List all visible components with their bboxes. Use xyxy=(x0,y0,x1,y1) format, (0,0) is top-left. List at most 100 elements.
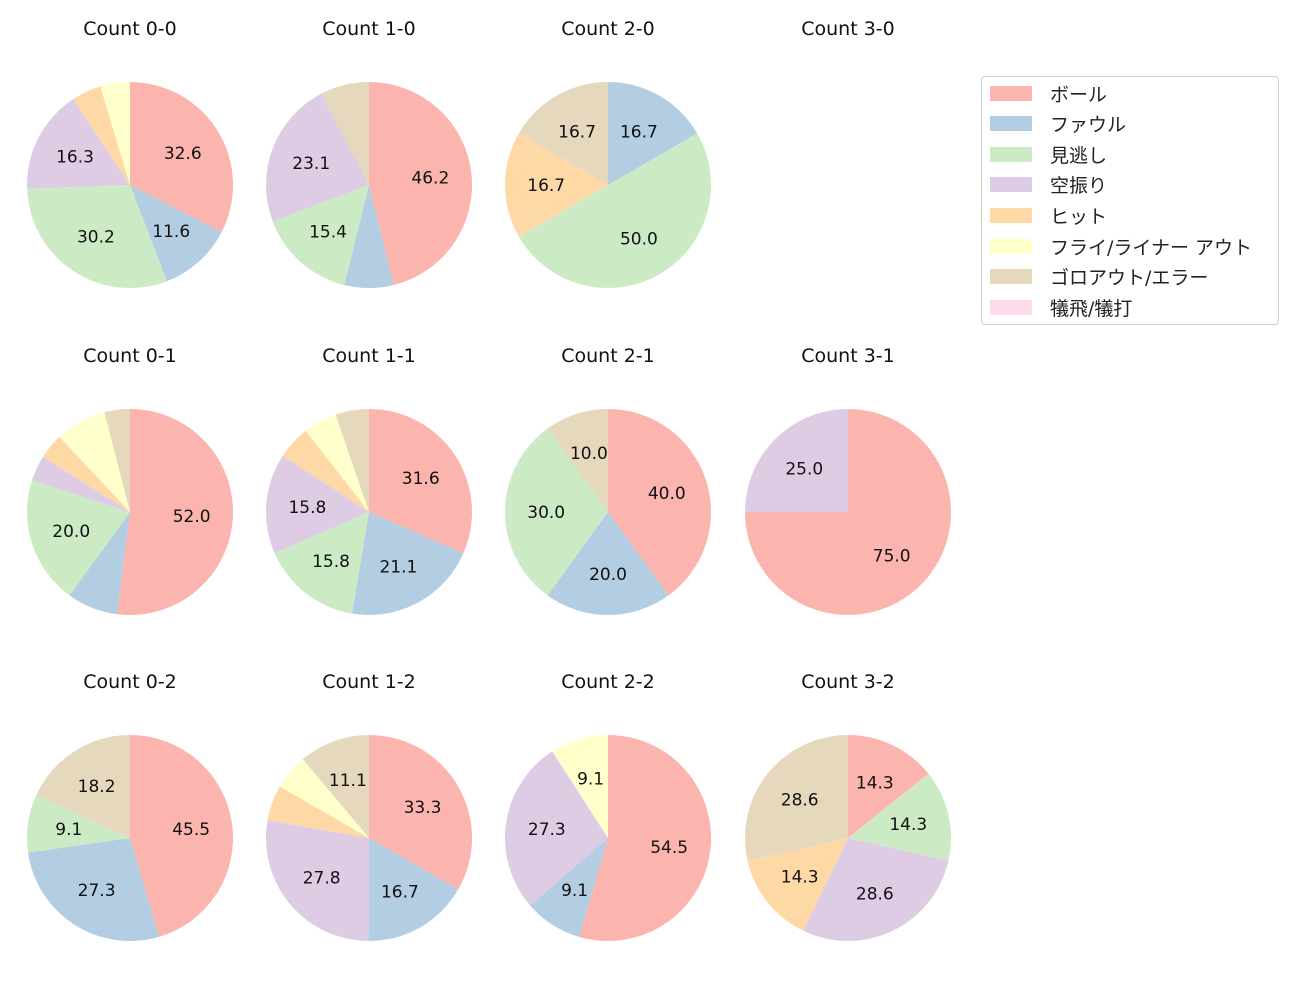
pie-slice xyxy=(745,735,848,861)
slice-label: 40.0 xyxy=(648,484,686,504)
legend-swatch xyxy=(990,207,1032,223)
legend-swatch xyxy=(990,238,1032,254)
legend-swatch xyxy=(990,146,1032,162)
slice-label: 23.1 xyxy=(292,154,330,174)
pie-chart: Count 3-0 xyxy=(801,18,895,40)
pie-title: Count 2-1 xyxy=(561,345,655,367)
slice-label: 21.1 xyxy=(379,557,417,577)
slice-label: 20.0 xyxy=(589,565,627,585)
pie-title: Count 3-0 xyxy=(801,18,895,40)
pie-chart: Count 0-2 45.5 27.3 9.1 18.2 xyxy=(26,671,233,941)
slice-label: 16.7 xyxy=(558,122,596,142)
slice-label: 45.5 xyxy=(172,820,210,840)
slice-label: 54.5 xyxy=(650,838,688,858)
pie-chart: Count 3-2 14.3 14.3 28.6 14.3 28.6 xyxy=(745,671,951,942)
pie-slice xyxy=(69,512,130,615)
pie-title: Count 2-0 xyxy=(561,18,655,40)
slice-label: 9.1 xyxy=(577,770,604,790)
legend-label: ボール xyxy=(1050,83,1108,106)
pie-slice xyxy=(32,456,130,512)
legend-swatch xyxy=(990,299,1032,315)
legend-label: ゴロアウト/エラー xyxy=(1050,267,1209,290)
pie-slice xyxy=(117,409,234,616)
legend-item: ゴロアウト/エラー xyxy=(990,267,1208,289)
pie-slice xyxy=(321,82,369,185)
legend-item: 犠飛/犠打 xyxy=(990,297,1132,320)
pie-chart: Count 1-0 46.2 15.4 23.1 xyxy=(266,18,472,288)
pie-title: Count 1-2 xyxy=(322,671,416,693)
pie-slice xyxy=(369,735,472,890)
pie-slice xyxy=(369,409,473,554)
legend-item: 空振り xyxy=(990,175,1107,197)
pie-slice xyxy=(27,480,130,596)
pie-slice xyxy=(518,133,711,288)
pie-slice xyxy=(547,409,608,512)
pie-slice xyxy=(547,512,669,615)
slice-label: 16.7 xyxy=(381,883,419,903)
pie-slice xyxy=(27,99,131,189)
pie-slice xyxy=(505,133,608,237)
pie-slice xyxy=(335,409,369,512)
pie-chart: Count 1-1 31.6 21.1 15.8 15.8 xyxy=(266,345,473,616)
legend-item: ファウル xyxy=(990,114,1126,136)
pie-slice xyxy=(505,751,608,906)
pie-chart: Count 0-1 52.0 20.0 xyxy=(27,345,234,616)
pie-slice xyxy=(265,820,369,941)
pie-slice xyxy=(104,409,130,512)
slice-label: 15.8 xyxy=(312,552,350,572)
slice-label: 27.8 xyxy=(303,869,341,889)
pie-chart: Count 2-2 54.5 9.1 27.3 9.1 xyxy=(505,671,712,941)
pie-title: Count 0-1 xyxy=(83,345,177,367)
pie-slice xyxy=(530,838,608,937)
pie-slice xyxy=(272,185,369,286)
pie-slice xyxy=(100,82,130,185)
pie-slice xyxy=(73,86,130,185)
pie-slice xyxy=(43,436,130,512)
slice-label: 14.3 xyxy=(889,815,927,835)
slice-label: 14.3 xyxy=(781,868,819,888)
slice-label: 16.7 xyxy=(527,176,565,196)
slice-label: 28.6 xyxy=(856,885,894,905)
pie-slice xyxy=(344,185,394,288)
pie-slice xyxy=(266,93,369,222)
slice-label: 14.3 xyxy=(856,773,894,793)
slice-label: 9.1 xyxy=(55,820,82,840)
slice-label: 16.7 xyxy=(620,122,658,142)
slice-label: 25.0 xyxy=(785,459,823,479)
pie-chart: Count 2-0 16.7 50.0 16.7 16.7 xyxy=(505,18,711,288)
legend-swatch xyxy=(990,177,1032,193)
slice-label: 52.0 xyxy=(173,507,211,527)
pie-slice xyxy=(279,759,369,838)
pie-title: Count 0-2 xyxy=(83,671,177,693)
slice-label: 15.4 xyxy=(309,222,347,242)
pie-slice xyxy=(59,412,130,512)
legend-item: ヒット xyxy=(990,205,1107,228)
pie-title: Count 2-2 xyxy=(561,671,655,693)
pie-slice xyxy=(28,838,160,941)
pie-title: Count 3-1 xyxy=(801,345,895,367)
pie-slice xyxy=(608,409,711,596)
legend-swatch xyxy=(990,116,1032,132)
slice-label: 20.0 xyxy=(52,522,90,542)
pie-slice xyxy=(608,82,698,185)
pie-chart: Count 0-0 32.6 11.6 30.2 16.3 xyxy=(27,18,233,289)
slice-label: 11.6 xyxy=(152,222,190,242)
pie-slice xyxy=(266,455,369,554)
slice-label: 28.6 xyxy=(781,790,819,810)
slice-label: 75.0 xyxy=(873,547,911,567)
pie-slice xyxy=(552,735,608,838)
legend-item: フライ/ライナー アウト xyxy=(990,236,1252,259)
slice-label: 33.3 xyxy=(404,798,442,818)
legend-swatch xyxy=(990,269,1032,285)
pie-title: Count 3-2 xyxy=(801,671,895,693)
legend-label: ファウル xyxy=(1050,114,1127,137)
slice-label: 27.3 xyxy=(528,820,566,840)
pie-title: Count 1-1 xyxy=(322,345,416,367)
pie-slice xyxy=(505,428,608,596)
legend-label: 空振り xyxy=(1050,175,1108,198)
slice-label: 16.3 xyxy=(56,148,94,168)
legend-label: 犠飛/犠打 xyxy=(1050,297,1133,320)
slice-label: 30.2 xyxy=(77,228,115,248)
pie-slice xyxy=(369,838,459,941)
